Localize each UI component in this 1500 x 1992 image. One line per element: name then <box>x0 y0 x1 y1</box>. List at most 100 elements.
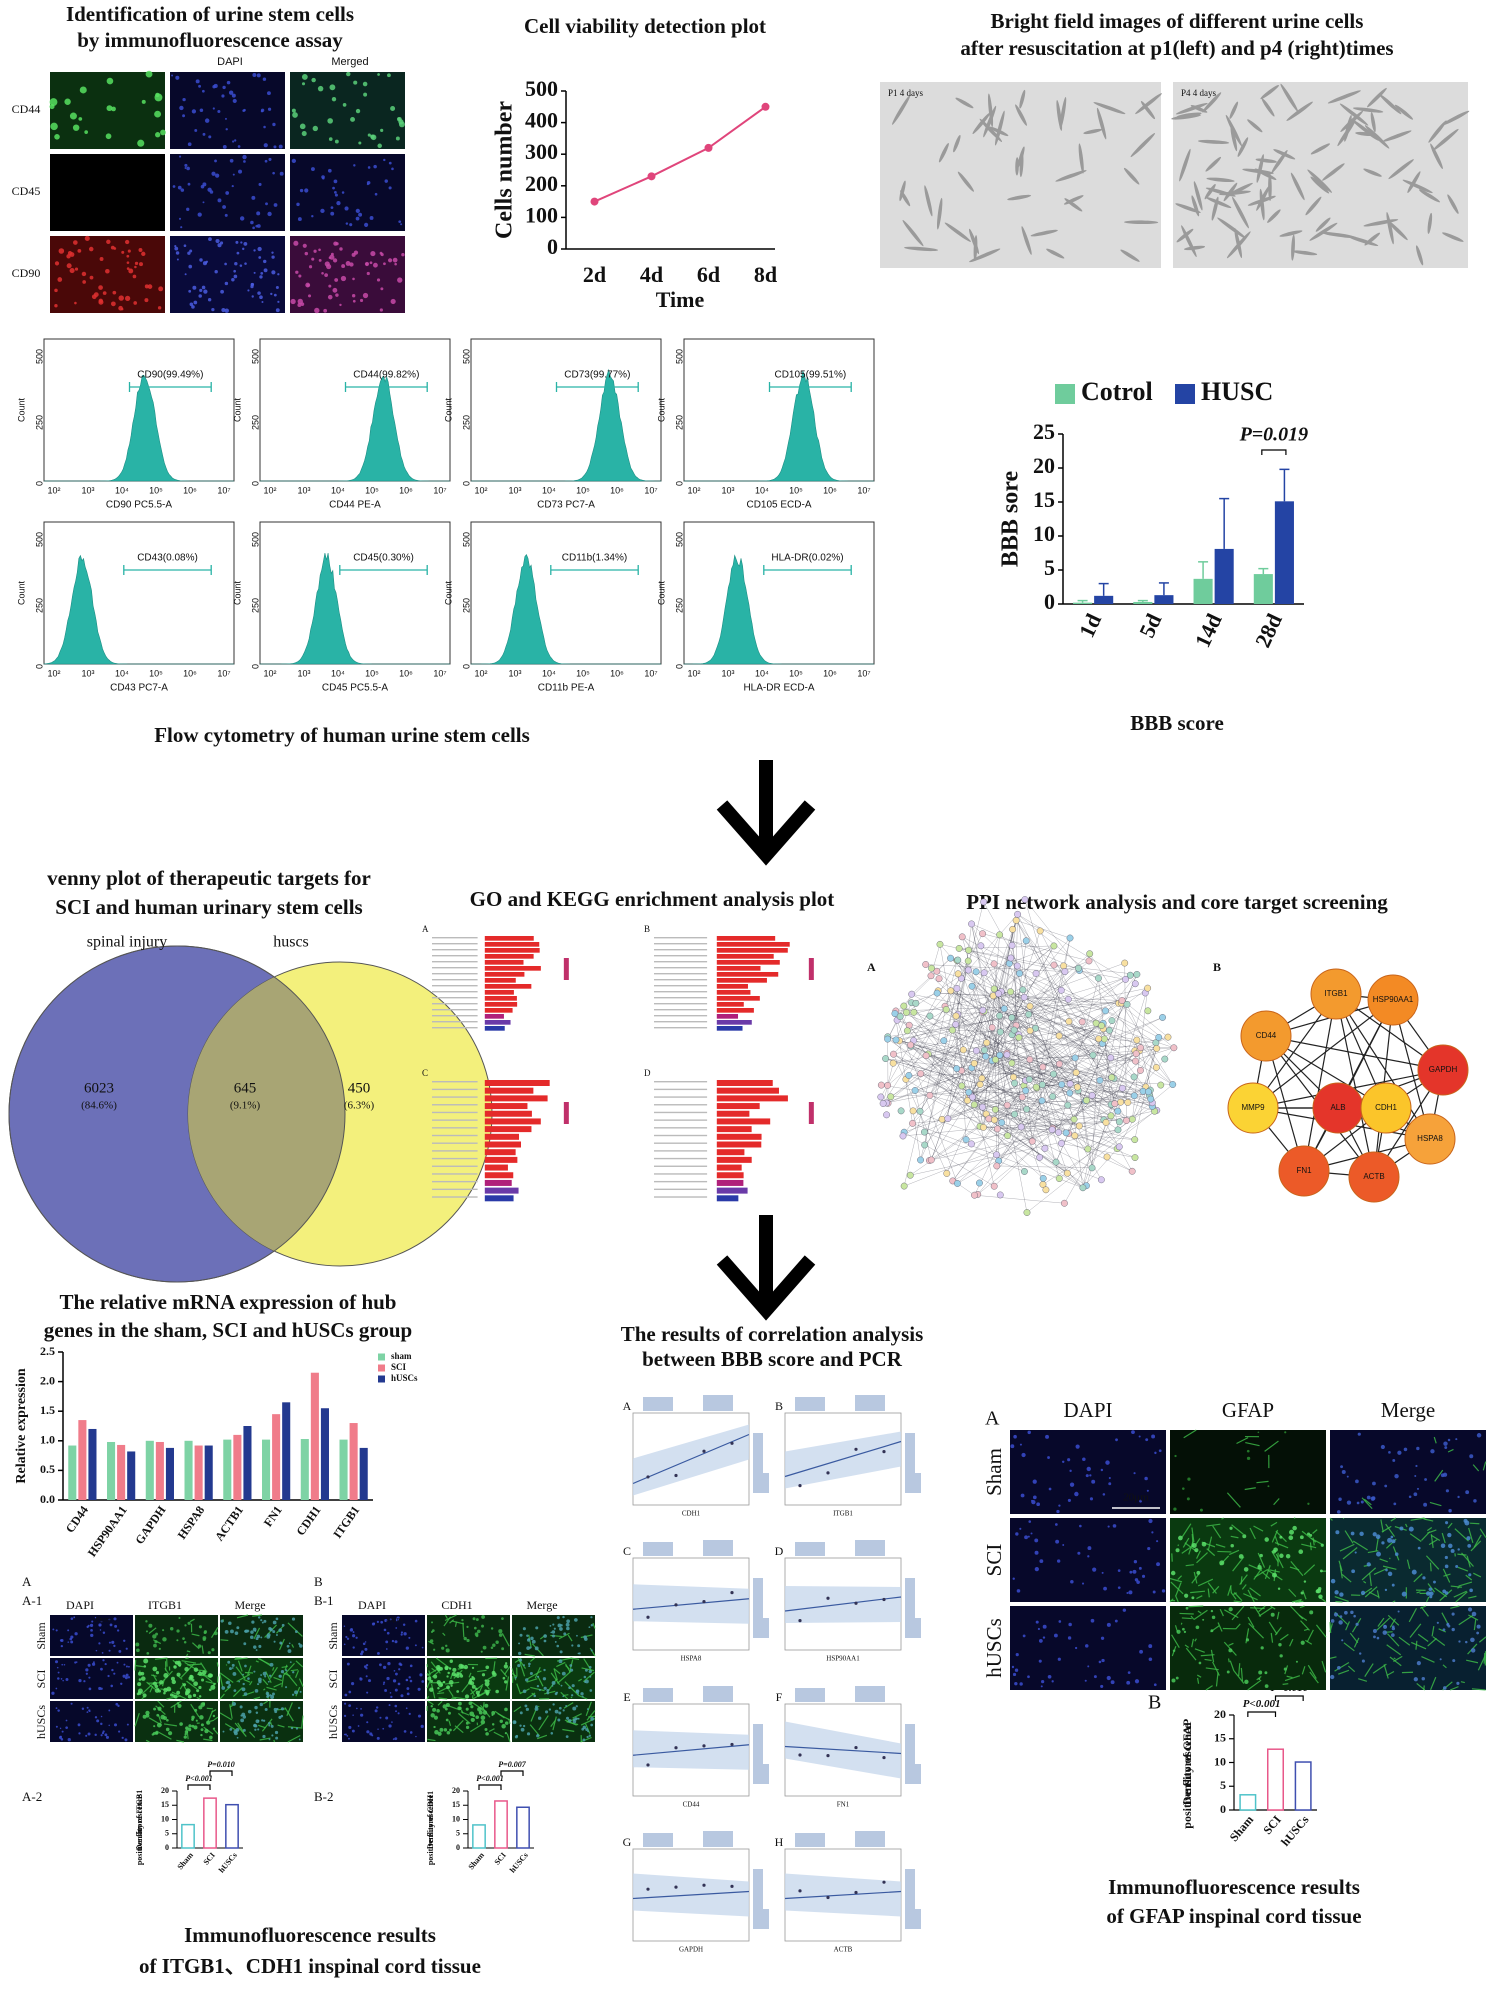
fiber <box>437 1692 445 1695</box>
network-node <box>990 985 998 993</box>
fiber <box>196 1696 201 1700</box>
network-edge <box>993 963 1111 1058</box>
fiber <box>1210 1649 1215 1663</box>
fiber <box>1230 1535 1239 1539</box>
enrichment-bar <box>716 1002 744 1007</box>
cell <box>273 1640 276 1643</box>
cell <box>1387 1571 1393 1577</box>
fiber <box>176 1739 185 1743</box>
network-node <box>988 1024 996 1031</box>
cell <box>54 303 58 308</box>
fiber <box>1389 1656 1402 1667</box>
cell <box>389 1618 392 1621</box>
marginal-hist <box>795 1833 825 1847</box>
fiber <box>530 1657 535 1662</box>
cell <box>1381 1541 1385 1545</box>
network-edge <box>1067 1095 1135 1106</box>
fiber <box>1380 1519 1384 1533</box>
network-node <box>1036 1154 1044 1161</box>
point <box>674 1473 678 1478</box>
label: Immunofluorescence results <box>1108 1875 1360 1899</box>
term-placeholder <box>654 1157 708 1160</box>
significance-bracket <box>209 1770 233 1776</box>
cell <box>1371 1496 1376 1501</box>
cell <box>67 1641 70 1643</box>
fiber <box>134 1659 137 1671</box>
cell <box>1288 1535 1294 1541</box>
cell <box>264 159 268 163</box>
cell <box>1267 209 1281 223</box>
label: hUSCs <box>982 1618 1006 1678</box>
bar <box>165 1447 174 1500</box>
label: Sham <box>982 1448 1006 1496</box>
cell <box>472 1714 476 1718</box>
network-edge <box>1091 1047 1141 1096</box>
network-edge <box>998 993 1078 1088</box>
cell <box>201 285 206 290</box>
x-tick-label: HSP90AA1 <box>85 1503 130 1559</box>
term-placeholder <box>654 937 708 939</box>
network-node <box>952 1012 960 1020</box>
network-node <box>979 930 987 938</box>
network-node <box>985 1115 993 1123</box>
cell <box>1138 1566 1142 1570</box>
network-node <box>1133 970 1141 978</box>
cell <box>1036 1502 1041 1507</box>
cell <box>1074 1491 1079 1497</box>
cell <box>1451 1612 1455 1616</box>
x-tick-label: 28d <box>1250 610 1287 652</box>
enrichment-bar <box>716 972 779 977</box>
label: A <box>422 924 429 934</box>
fiber <box>1468 1527 1474 1543</box>
cell <box>1307 169 1333 193</box>
gate <box>768 382 852 392</box>
cell <box>528 1665 531 1668</box>
cell <box>1020 1493 1025 1498</box>
cell <box>379 1663 382 1667</box>
cell <box>188 1676 193 1681</box>
cell <box>441 1646 445 1650</box>
cell <box>1295 1660 1298 1663</box>
network-edge <box>885 1058 1149 1093</box>
cell <box>352 1631 355 1633</box>
cell <box>304 251 309 256</box>
cell <box>449 1659 453 1663</box>
cell <box>81 271 87 277</box>
cell <box>257 1683 260 1686</box>
network-edge <box>931 1012 984 1161</box>
fiber <box>1406 1559 1411 1569</box>
label: CD90 <box>12 266 41 280</box>
cell <box>446 1675 449 1678</box>
cell <box>127 249 131 253</box>
y-axis-label: positive fluorescence <box>1180 1723 1194 1829</box>
cell <box>221 308 226 313</box>
cell <box>355 1636 358 1639</box>
fiber <box>1468 1595 1477 1599</box>
fiber <box>444 1614 448 1619</box>
network-node <box>1115 1118 1123 1126</box>
cell <box>153 1643 157 1648</box>
fiber <box>1338 1669 1350 1675</box>
network-edge <box>924 1131 1025 1172</box>
fiber <box>1473 1619 1477 1631</box>
label: venny plot of therapeutic targets for <box>47 866 371 890</box>
enrichment-bar <box>484 1172 514 1179</box>
x-tick-label: 10⁶ <box>823 485 837 495</box>
cell <box>1074 1646 1078 1650</box>
network-node <box>911 1087 919 1094</box>
cell <box>892 94 911 125</box>
cell <box>1457 1548 1460 1551</box>
term-placeholder <box>432 979 478 981</box>
cell <box>341 264 346 269</box>
cell <box>191 305 195 309</box>
fiber <box>1411 1641 1427 1650</box>
legend-swatch <box>1175 384 1195 404</box>
cell <box>1350 1531 1355 1536</box>
cell <box>176 1702 180 1705</box>
y-tick-label: 200 <box>525 171 558 196</box>
fiber <box>1345 1621 1351 1631</box>
label: A-1 <box>22 1593 42 1608</box>
network-node <box>887 1093 895 1101</box>
y-tick-label: 0 <box>34 481 44 486</box>
fiber <box>154 1657 168 1660</box>
